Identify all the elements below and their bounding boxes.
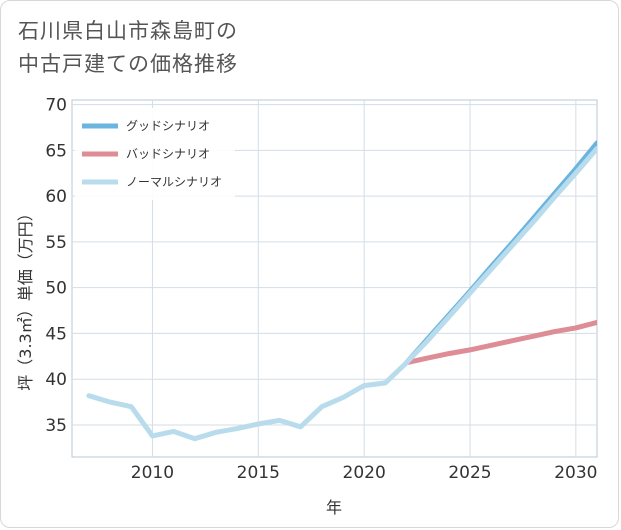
y-tick-label: 35 [45, 416, 67, 436]
x-axis-label: 年 [326, 498, 342, 517]
bad-scenario-line [404, 319, 597, 366]
y-axis-label: 坪（3.3㎡）単価（万円） [16, 205, 35, 390]
x-tick-label: 2030 [554, 463, 597, 483]
chart-title: 石川県白山市森島町の 中古戸建ての価格推移 [18, 15, 238, 81]
y-tick-label: 50 [45, 279, 67, 299]
legend-item-normal-label: ノーマルシナリオ [126, 175, 222, 189]
y-tick-label: 70 [45, 96, 67, 116]
legend-item-bad-label: バッドシナリオ [126, 147, 210, 161]
chart-title-line2: 中古戸建ての価格推移 [18, 52, 238, 76]
x-tick-label: 2010 [131, 463, 174, 483]
y-tick-label: 55 [45, 233, 67, 253]
x-tick-label: 2020 [343, 463, 386, 483]
legend-item-good-label: グッドシナリオ [126, 119, 210, 133]
y-tick-label: 45 [45, 324, 67, 344]
y-tick-label: 60 [45, 187, 67, 207]
y-tick-label: 65 [45, 141, 67, 161]
normal-scenario-line [86, 146, 597, 442]
tick-labels: 35 40 45 50 55 60 65 70 2010 2015 2020 2025 2030 [45, 96, 597, 483]
chart-title-line1: 石川県白山市森島町の [18, 19, 238, 43]
series-lines [86, 140, 597, 442]
x-tick-label: 2015 [237, 463, 280, 483]
x-tick-label: 2025 [448, 463, 491, 483]
y-tick-label: 40 [45, 370, 67, 390]
